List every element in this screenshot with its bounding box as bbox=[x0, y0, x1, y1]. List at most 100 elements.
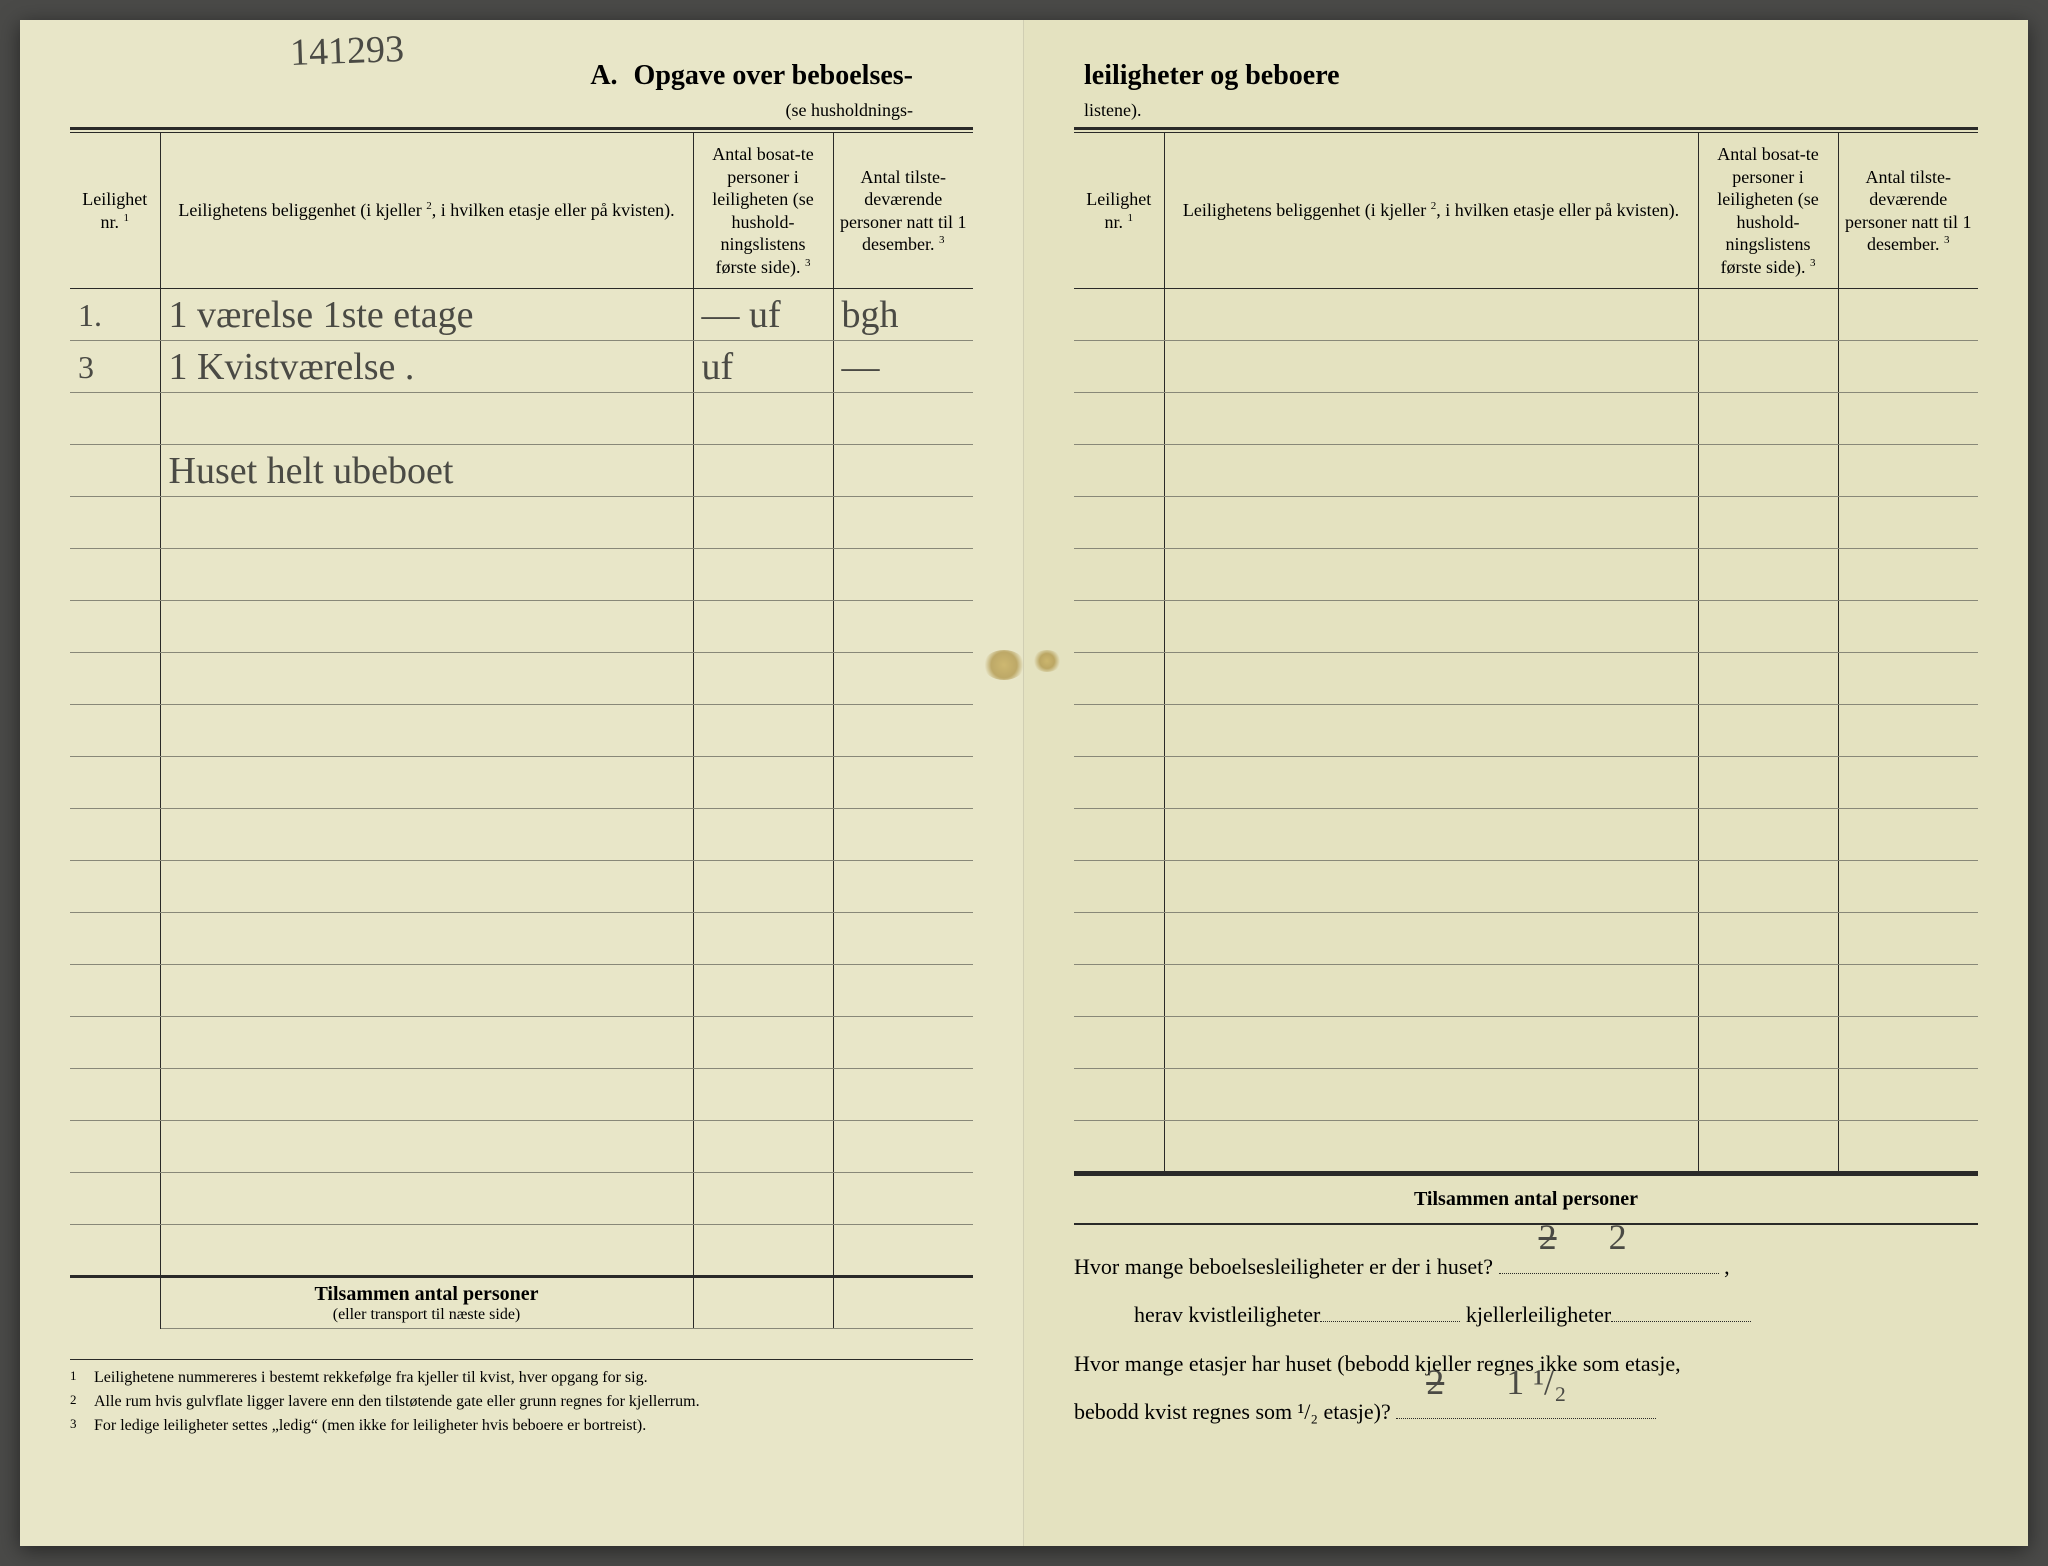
cell bbox=[1164, 809, 1698, 861]
cell-loc: 1 værelse 1ste etage bbox=[160, 289, 693, 341]
table-header-row: Leilighet nr. 1 Leilighetens beliggenhet… bbox=[70, 133, 973, 289]
col-header-nr: Leilighet nr. 1 bbox=[1074, 133, 1164, 289]
cell-nr bbox=[70, 1069, 160, 1121]
cell-present bbox=[833, 809, 973, 861]
cell bbox=[1074, 341, 1164, 393]
table-row bbox=[70, 601, 973, 653]
cell bbox=[1698, 497, 1838, 549]
cell-loc bbox=[160, 393, 693, 445]
cell-persons bbox=[693, 757, 833, 809]
cell-persons bbox=[693, 445, 833, 497]
table-row bbox=[1074, 393, 1978, 445]
cell bbox=[1074, 445, 1164, 497]
table-row bbox=[1074, 757, 1978, 809]
table-row bbox=[1074, 965, 1978, 1017]
cell-present bbox=[833, 861, 973, 913]
cell-persons bbox=[693, 653, 833, 705]
hw-strike: 2 bbox=[1426, 1343, 1444, 1422]
table-row: 1.1 værelse 1ste etage— ufbgh bbox=[70, 289, 973, 341]
cell-loc bbox=[160, 601, 693, 653]
cell-loc: 1 Kvistværelse . bbox=[160, 341, 693, 393]
table-row bbox=[70, 653, 973, 705]
cell-nr bbox=[70, 1173, 160, 1225]
header-right: leiligheter og beboere bbox=[1074, 60, 1978, 92]
cell-nr bbox=[70, 705, 160, 757]
table-row: Huset helt ubeboet bbox=[70, 445, 973, 497]
cell-nr bbox=[70, 497, 160, 549]
cell bbox=[1698, 757, 1838, 809]
cell bbox=[1074, 757, 1164, 809]
cell-present: — bbox=[833, 341, 973, 393]
cell-nr bbox=[70, 1017, 160, 1069]
cell-present bbox=[833, 445, 973, 497]
table-row bbox=[70, 549, 973, 601]
cell bbox=[1164, 965, 1698, 1017]
table-row bbox=[1074, 445, 1978, 497]
cell bbox=[1074, 809, 1164, 861]
cell bbox=[1698, 1017, 1838, 1069]
table-row bbox=[70, 861, 973, 913]
cell-present bbox=[833, 965, 973, 1017]
cell-persons: uf bbox=[693, 341, 833, 393]
cell bbox=[1074, 861, 1164, 913]
cell bbox=[1698, 393, 1838, 445]
cell-loc bbox=[160, 1173, 693, 1225]
cell bbox=[1838, 601, 1978, 653]
col-header-persons: Antal bosat-te personer i leiligheten (s… bbox=[1698, 133, 1838, 289]
stain-icon bbox=[983, 650, 1025, 680]
cell-persons bbox=[693, 497, 833, 549]
cell bbox=[1698, 445, 1838, 497]
cell-present: bgh bbox=[833, 289, 973, 341]
cell-persons bbox=[693, 393, 833, 445]
cell bbox=[1698, 653, 1838, 705]
table-row bbox=[70, 705, 973, 757]
cell-present bbox=[833, 1017, 973, 1069]
cell-persons bbox=[693, 1017, 833, 1069]
cell bbox=[1698, 965, 1838, 1017]
table-row bbox=[70, 757, 973, 809]
cell bbox=[1164, 393, 1698, 445]
cell-loc bbox=[160, 497, 693, 549]
ledger-table-right: Leilighet nr. 1 Leilighetens beliggenhet… bbox=[1074, 133, 1978, 1174]
cell-loc bbox=[160, 965, 693, 1017]
cell bbox=[1698, 1121, 1838, 1173]
cell bbox=[1074, 497, 1164, 549]
cell-present bbox=[833, 653, 973, 705]
cell bbox=[1074, 393, 1164, 445]
cell bbox=[1074, 705, 1164, 757]
cell-loc bbox=[160, 913, 693, 965]
cell-present bbox=[833, 393, 973, 445]
cell bbox=[1164, 1069, 1698, 1121]
cell bbox=[1164, 497, 1698, 549]
cell bbox=[1074, 1069, 1164, 1121]
cell-nr bbox=[70, 809, 160, 861]
totals-label: Tilsammen antal personer (eller transpor… bbox=[160, 1277, 693, 1329]
cell bbox=[1698, 861, 1838, 913]
table-row bbox=[70, 1225, 973, 1277]
table-row bbox=[1074, 289, 1978, 341]
table-row bbox=[70, 913, 973, 965]
col-header-present: Antal tilste-deværende personer natt til… bbox=[833, 133, 973, 289]
cell-nr bbox=[70, 393, 160, 445]
cell-present bbox=[833, 1121, 973, 1173]
cell-nr bbox=[70, 861, 160, 913]
hw-answer-1: 2 bbox=[1609, 1198, 1627, 1277]
cell-present bbox=[833, 497, 973, 549]
cell-persons bbox=[693, 1173, 833, 1225]
cell bbox=[1698, 705, 1838, 757]
table-row bbox=[1074, 653, 1978, 705]
hw-answer-3: 1 ¹/₂ bbox=[1506, 1343, 1566, 1422]
cell bbox=[1164, 861, 1698, 913]
cell-nr bbox=[70, 445, 160, 497]
cell bbox=[1074, 549, 1164, 601]
cell bbox=[1074, 289, 1164, 341]
cell-loc bbox=[160, 861, 693, 913]
table-row bbox=[1074, 913, 1978, 965]
title-prefix: A. bbox=[590, 60, 617, 91]
table-row bbox=[70, 1121, 973, 1173]
cell-present bbox=[833, 1225, 973, 1277]
table-row bbox=[70, 809, 973, 861]
cell bbox=[1698, 341, 1838, 393]
question-1: Hvor mange beboelsesleiligheter er der i… bbox=[1074, 1243, 1978, 1291]
questions-block: Hvor mange beboelsesleiligheter er der i… bbox=[1074, 1243, 1978, 1437]
